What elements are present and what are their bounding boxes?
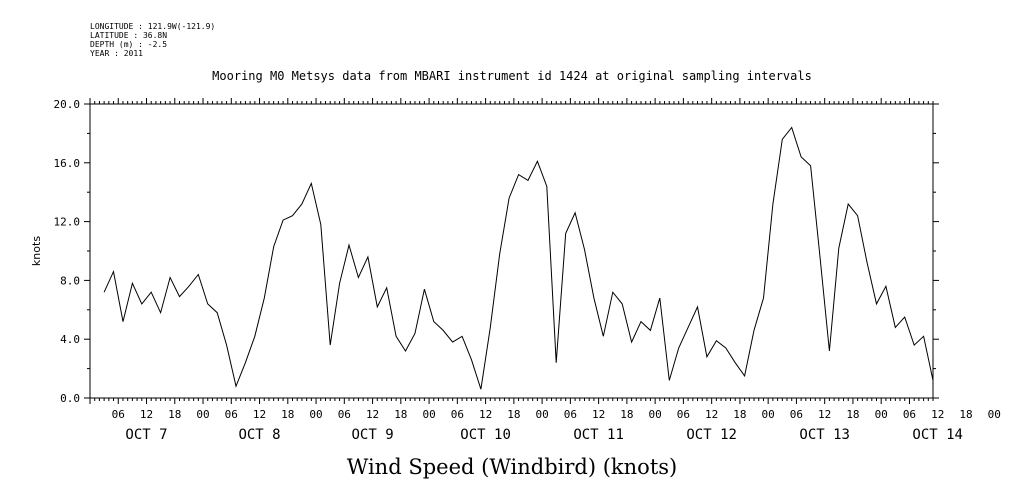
depth-text: DEPTH (m) : -2.5 <box>90 40 168 49</box>
x-tick-label: 12 <box>592 408 605 421</box>
x-axis-label: Wind Speed (Windbird) (knots) <box>347 455 677 479</box>
y-tick-label: 4.0 <box>60 333 80 346</box>
day-label: OCT 13 <box>799 427 850 443</box>
latitude-text: LATITUDE : 36.8N <box>90 31 168 40</box>
chart-title: Mooring M0 Metsys data from MBARI instru… <box>212 69 812 83</box>
x-tick-label: 00 <box>196 408 209 421</box>
y-tick-label: 0.0 <box>60 392 80 405</box>
day-label: OCT 8 <box>238 427 280 443</box>
x-tick-label: 18 <box>620 408 633 421</box>
day-label: OCT 7 <box>125 427 167 443</box>
y-axis-label: knots <box>30 236 43 266</box>
x-tick-label: 12 <box>931 408 944 421</box>
x-tick-label: 00 <box>875 408 888 421</box>
x-tick-label: 18 <box>959 408 972 421</box>
x-tick-label: 18 <box>733 408 746 421</box>
y-tick-label: 8.0 <box>60 274 80 287</box>
x-tick-label: 06 <box>225 408 238 421</box>
x-tick-label: 00 <box>422 408 435 421</box>
day-label: OCT 12 <box>686 427 737 443</box>
y-tick-label: 16.0 <box>54 157 81 170</box>
y-tick-label: 12.0 <box>54 216 81 229</box>
x-tick-label: 18 <box>394 408 407 421</box>
x-tick-label: 00 <box>762 408 775 421</box>
day-label: OCT 10 <box>460 427 511 443</box>
x-tick-label: 12 <box>140 408 153 421</box>
x-tick-label: 06 <box>564 408 577 421</box>
plot-axes: 0.0 4.0 8.0 12.0 16.0 20.0 06 12 18 00 06 12 18 00 06 1… <box>54 98 1001 443</box>
x-tick-label: 06 <box>338 408 351 421</box>
x-tick-label: 12 <box>705 408 718 421</box>
plot-frame <box>89 103 934 399</box>
x-tick-label: 12 <box>253 408 266 421</box>
wind-speed-line <box>103 126 934 390</box>
y-tick-label: 20.0 <box>54 98 81 111</box>
day-label: OCT 9 <box>351 427 393 443</box>
day-label: OCT 14 <box>912 427 963 443</box>
x-tick-label: 00 <box>649 408 662 421</box>
longitude-text: LONGITUDE : 121.9W(-121.9) <box>90 22 216 31</box>
year-text: YEAR : 2011 <box>90 49 143 58</box>
x-tick-label: 12 <box>818 408 831 421</box>
x-tick-label: 06 <box>451 408 464 421</box>
x-tick-label: 06 <box>903 408 916 421</box>
x-tick-label: 12 <box>366 408 379 421</box>
x-tick-label: 00 <box>309 408 322 421</box>
x-tick-label: 12 <box>479 408 492 421</box>
series-layer <box>103 126 934 390</box>
x-tick-label: 18 <box>281 408 294 421</box>
x-tick-label: 00 <box>535 408 548 421</box>
x-tick-label: 18 <box>846 408 859 421</box>
x-tick-label: 06 <box>112 408 125 421</box>
x-tick-label: 06 <box>790 408 803 421</box>
mooring-metadata: LONGITUDE : 121.9W(-121.9) LATITUDE : 36… <box>90 22 215 58</box>
x-tick-label: 18 <box>507 408 520 421</box>
x-tick-label: 00 <box>988 408 1001 421</box>
day-label: OCT 11 <box>573 427 624 443</box>
x-tick-label: 06 <box>677 408 690 421</box>
x-tick-label: 18 <box>168 408 181 421</box>
